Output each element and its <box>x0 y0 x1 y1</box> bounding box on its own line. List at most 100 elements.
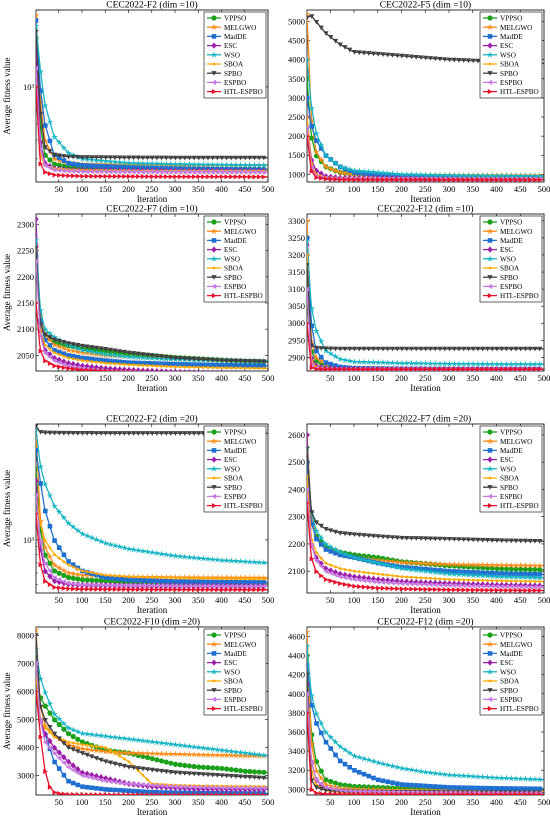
data-point <box>144 155 151 161</box>
data-point <box>257 577 261 581</box>
data-point <box>228 773 234 779</box>
data-point <box>504 587 510 593</box>
data-point <box>182 583 187 589</box>
data-point <box>163 578 169 584</box>
data-point <box>413 536 419 541</box>
data-point <box>52 584 58 591</box>
legend-label: ESC <box>500 246 513 254</box>
data-point <box>126 788 132 794</box>
data-point <box>144 354 152 361</box>
data-point <box>252 174 258 180</box>
data-point <box>102 539 110 547</box>
data-point <box>346 785 354 792</box>
data-point <box>135 360 141 366</box>
x-tick-label: 200 <box>122 373 135 383</box>
legend-item: MadDE <box>483 237 523 245</box>
data-point <box>56 153 62 159</box>
data-point <box>375 777 381 783</box>
data-point <box>88 348 96 355</box>
data-point <box>437 784 443 790</box>
data-point <box>412 559 420 566</box>
data-point <box>75 576 81 582</box>
legend-label: VPPSO <box>224 632 246 640</box>
data-point <box>365 168 373 175</box>
data-point <box>351 532 358 538</box>
data-point <box>70 581 76 587</box>
data-point <box>341 356 349 363</box>
data-point <box>456 177 462 182</box>
data-point <box>56 755 62 761</box>
data-point <box>385 177 391 182</box>
data-point <box>409 791 415 795</box>
data-point <box>328 366 334 371</box>
data-point <box>126 350 132 356</box>
data-point <box>307 474 309 478</box>
data-point <box>328 778 334 785</box>
legend-marker <box>486 465 494 472</box>
data-point <box>495 579 499 583</box>
data-point <box>450 171 458 179</box>
data-point <box>47 138 53 144</box>
data-point <box>355 167 363 174</box>
data-point <box>437 56 443 62</box>
legend-label: ESPBO <box>500 79 522 87</box>
data-point <box>536 562 544 569</box>
data-point <box>327 733 335 741</box>
data-point <box>38 348 44 354</box>
data-point <box>117 582 122 588</box>
data-point <box>187 369 191 371</box>
x-tick-label: 450 <box>514 797 527 807</box>
legend-marker <box>487 79 493 85</box>
data-point <box>332 738 339 745</box>
data-point <box>220 577 224 580</box>
data-point <box>94 357 99 362</box>
data-point <box>186 763 193 769</box>
data-point <box>347 346 353 352</box>
data-point <box>256 775 262 781</box>
data-point <box>168 783 173 789</box>
data-point <box>494 346 500 352</box>
data-point <box>357 570 361 574</box>
data-point <box>309 168 315 174</box>
data-point <box>456 346 462 352</box>
data-point <box>131 366 137 371</box>
legend-item: ESC <box>483 42 513 50</box>
x-axis-label: Iteration <box>410 194 441 204</box>
data-point <box>172 784 178 790</box>
legend: VPPSOMELGWOMadDEESCWSOSBOASPBOESPBOHTL-E… <box>203 628 267 716</box>
data-point <box>475 177 481 182</box>
data-point <box>215 366 219 370</box>
data-point <box>403 565 411 572</box>
data-point <box>261 791 267 795</box>
data-point <box>112 576 118 581</box>
data-point <box>533 579 537 583</box>
data-point <box>423 366 429 371</box>
data-point <box>403 170 411 178</box>
data-point <box>517 573 525 581</box>
data-point <box>93 536 100 543</box>
data-point <box>154 353 160 359</box>
data-point <box>480 537 486 543</box>
data-point <box>61 585 67 591</box>
data-point <box>93 582 99 588</box>
data-point <box>427 346 434 352</box>
data-point <box>504 366 510 371</box>
data-point <box>89 431 95 436</box>
data-point <box>475 791 481 795</box>
legend-marker <box>211 283 217 289</box>
data-point <box>484 538 491 543</box>
data-point <box>503 774 510 782</box>
data-point <box>51 568 58 574</box>
data-point <box>337 758 343 764</box>
data-point <box>307 653 310 659</box>
data-point <box>99 361 103 365</box>
data-point <box>337 552 343 558</box>
series-wso <box>36 645 268 759</box>
data-point <box>437 582 443 588</box>
data-point <box>255 161 263 169</box>
data-point <box>347 572 353 580</box>
data-point <box>47 725 53 730</box>
legend-marker <box>486 668 494 675</box>
legend-marker <box>487 293 493 299</box>
x-tick-label: 50 <box>326 797 335 807</box>
